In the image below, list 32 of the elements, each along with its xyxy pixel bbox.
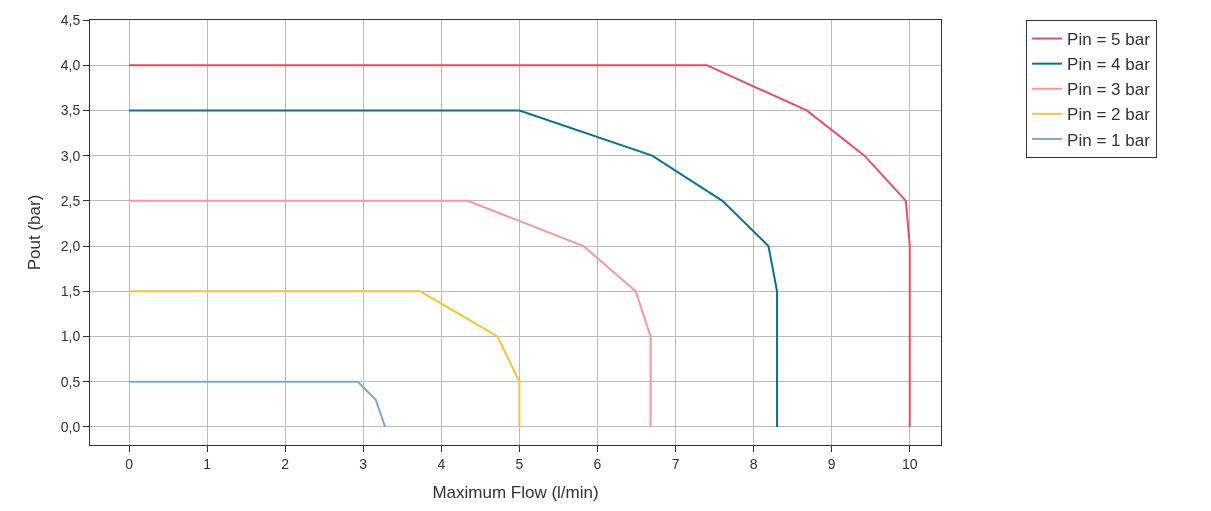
y-tick-label: 2,0	[60, 237, 81, 254]
y-tick-label: 0,0	[60, 418, 81, 435]
y-tick-label: 2,5	[60, 192, 81, 209]
y-tick-label: 4,0	[60, 57, 81, 74]
x-tick-label: 7	[671, 455, 680, 472]
y-tick-label: 0,5	[60, 373, 81, 390]
legend-label: Pin = 4 bar	[1067, 55, 1151, 75]
x-tick-label: 6	[593, 455, 602, 472]
x-tick-label: 9	[827, 455, 836, 472]
legend-label: Pin = 2 bar	[1067, 105, 1151, 125]
x-tick-label: 2	[281, 455, 290, 472]
y-tick-label: 3,5	[60, 102, 81, 119]
y-tick-label: 4,5	[60, 11, 81, 28]
x-tick-label: 3	[359, 455, 368, 472]
x-axis-title: Maximum Flow (l/min)	[432, 483, 599, 503]
x-tick-label: 0	[125, 455, 134, 472]
x-tick-label: 5	[515, 455, 524, 472]
line-series	[128, 199, 652, 428]
x-tick-label: 8	[749, 455, 758, 472]
line-series	[128, 64, 911, 428]
y-tick-label: 1,0	[60, 328, 81, 345]
legend-label: Pin = 1 bar	[1067, 130, 1151, 150]
x-tick-label: 10	[901, 455, 918, 472]
line-series	[128, 109, 779, 428]
legend-label: Pin = 5 bar	[1067, 30, 1151, 50]
y-axis-title: Pout (bar)	[25, 194, 45, 271]
x-tick-label: 1	[203, 455, 212, 472]
y-tick-label: 3,0	[60, 147, 81, 164]
legend-label: Pin = 3 bar	[1067, 80, 1151, 100]
x-tick-label: 4	[437, 455, 446, 472]
line-series	[128, 290, 521, 428]
y-tick-label: 1,5	[60, 283, 81, 300]
